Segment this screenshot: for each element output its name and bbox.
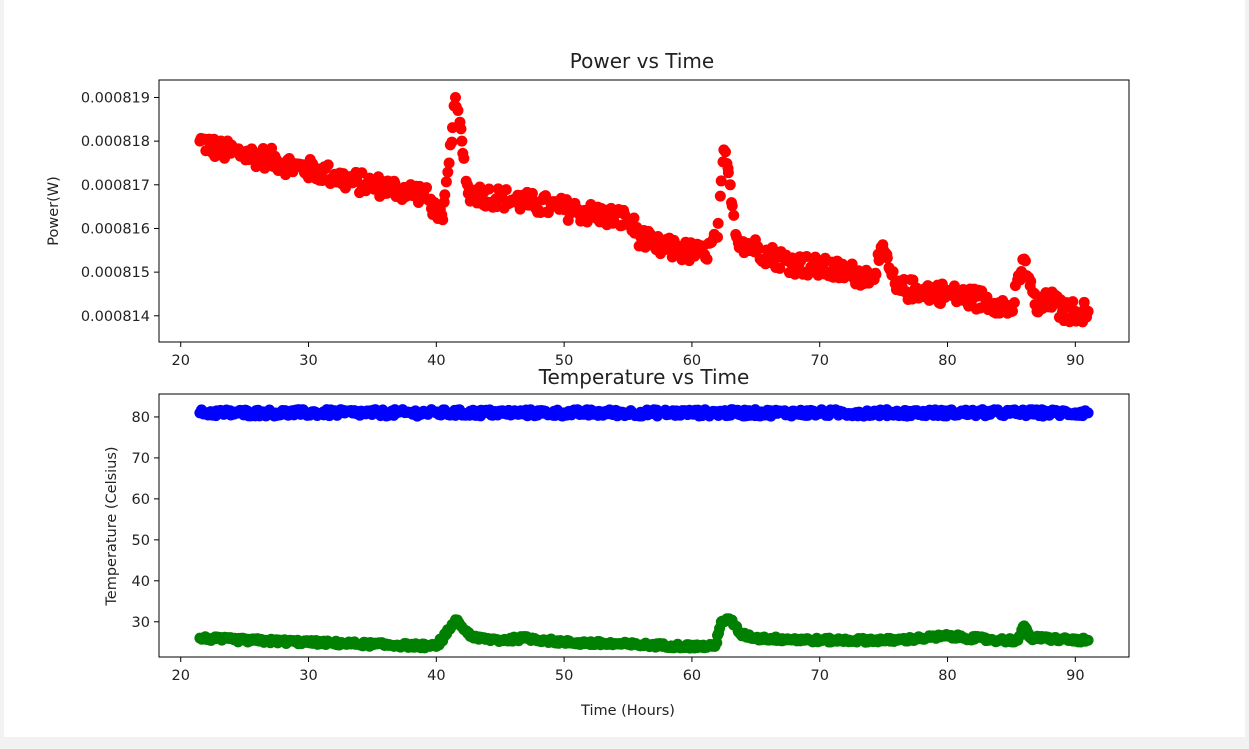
data-point (322, 159, 334, 171)
data-point (774, 262, 786, 274)
data-point (526, 187, 538, 199)
temperature-y-axis-label: Temperature (Celsius) (104, 446, 120, 606)
figure-frame: Power vs Time 20 30 40 50 60 70 80 90 0.000814 0… (4, 0, 1245, 737)
data-point (1008, 297, 1020, 309)
data-point (1025, 275, 1037, 287)
y-tick-label: 40 (132, 574, 150, 590)
y-tick-label: 0.000818 (81, 134, 150, 150)
data-point (500, 184, 512, 196)
x-tick-label: 40 (427, 668, 445, 684)
data-point (452, 104, 464, 116)
data-point (458, 152, 470, 164)
power-plot-frame (158, 79, 1130, 343)
data-point (722, 167, 734, 179)
data-point (439, 189, 451, 201)
data-point (1079, 303, 1091, 315)
data-point (483, 183, 495, 195)
power-x-ticks: 20 30 40 50 60 70 80 90 (171, 342, 1085, 369)
temperature-x-ticks: 20 30 40 50 60 70 80 90 (171, 657, 1085, 684)
x-tick-label: 20 (171, 668, 189, 684)
data-point (809, 251, 821, 263)
y-tick-label: 80 (132, 410, 150, 426)
data-point (719, 146, 731, 158)
data-point (542, 207, 554, 219)
x-tick-label: 30 (299, 353, 317, 369)
data-point (440, 176, 452, 188)
data-point (356, 167, 368, 179)
data-point (710, 231, 722, 243)
x-tick-label: 70 (810, 668, 828, 684)
y-tick-label: 0.000819 (81, 90, 150, 106)
data-point (1080, 634, 1092, 646)
data-point (455, 123, 467, 135)
power-y-axis-label: Power(W) (46, 176, 62, 246)
x-tick-label: 40 (427, 353, 445, 369)
data-point (446, 136, 458, 148)
x-tick-label: 90 (1066, 353, 1084, 369)
x-tick-label: 70 (810, 353, 828, 369)
data-point (846, 258, 858, 270)
data-point (877, 239, 889, 251)
data-point (389, 177, 401, 189)
y-tick-label: 70 (132, 451, 150, 467)
y-tick-label: 60 (132, 492, 150, 508)
power-y-ticks: 0.000814 0.000815 0.000816 0.000817 0.000818… (81, 90, 159, 325)
data-point (887, 266, 899, 278)
x-tick-label: 20 (171, 353, 189, 369)
power-series-points (194, 91, 1094, 328)
data-point (726, 200, 738, 212)
data-point (1067, 296, 1079, 308)
x-tick-label: 80 (938, 668, 956, 684)
data-point (421, 182, 433, 194)
data-point (728, 209, 740, 221)
data-point (712, 217, 724, 229)
data-point (881, 252, 893, 264)
data-point (714, 190, 726, 202)
temperature-x-axis-label: Time (Hours) (580, 703, 675, 719)
temperature-series-points (194, 404, 1094, 654)
x-tick-label: 60 (683, 353, 701, 369)
x-tick-label: 90 (1066, 668, 1084, 684)
data-point (449, 91, 461, 103)
power-plot: Power vs Time 20 30 40 50 60 70 80 90 0.0008140… (46, 49, 1130, 369)
y-tick-label: 50 (132, 533, 150, 549)
y-tick-label: 30 (132, 615, 150, 631)
y-tick-label: 0.000816 (81, 221, 150, 237)
data-point (456, 135, 468, 147)
y-tick-label: 0.000817 (81, 178, 150, 194)
figure-canvas: Power vs Time 20 30 40 50 60 70 80 90 0.0008140… (46, 49, 1130, 719)
x-tick-label: 30 (299, 668, 317, 684)
data-point (443, 157, 455, 169)
data-point (724, 179, 736, 191)
temperature-plot-frame (158, 393, 1130, 658)
data-point (561, 194, 573, 206)
power-plot-title: Power vs Time (570, 49, 714, 73)
data-point (870, 268, 882, 280)
y-tick-label: 0.000814 (81, 309, 150, 325)
data-point (715, 175, 727, 187)
x-tick-label: 60 (683, 668, 701, 684)
data-point (701, 253, 713, 265)
temperature-plot-title: Temperature vs Time (538, 365, 750, 389)
data-point (1080, 407, 1092, 419)
x-tick-label: 50 (555, 353, 573, 369)
data-point (1006, 305, 1018, 317)
data-point (1081, 311, 1093, 323)
data-point (442, 166, 454, 178)
y-tick-label: 0.000815 (81, 265, 150, 281)
data-point (1019, 255, 1031, 267)
data-point (628, 212, 640, 224)
temperature-y-ticks: 30 40 50 60 70 80 (132, 410, 159, 631)
x-tick-label: 50 (555, 668, 573, 684)
data-point (436, 209, 448, 221)
temperature-plot: Temperature vs Time 20 30 40 50 60 70 80 90 30 4… (104, 365, 1130, 719)
data-point (873, 255, 885, 267)
x-tick-label: 80 (938, 353, 956, 369)
